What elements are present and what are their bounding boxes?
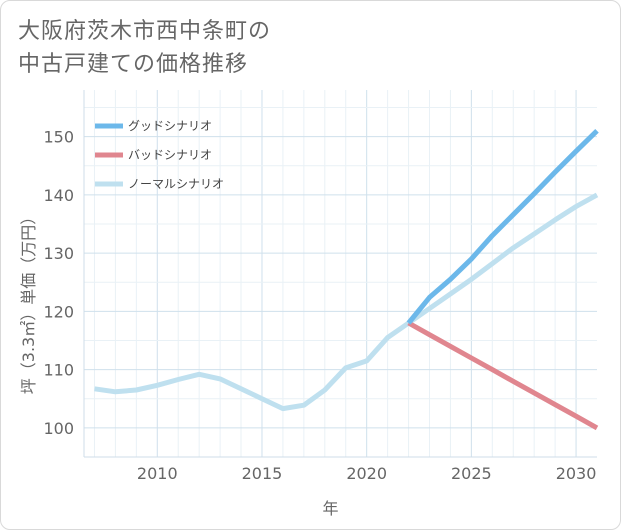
plot-frame (83, 90, 597, 458)
tick-layer: 2010 2015 2020 2025 2030 100 110 120 130 140 150 (43, 128, 596, 483)
x-tick-label: 2025 (451, 464, 492, 483)
x-tick-label: 2020 (346, 464, 387, 483)
y-tick-label: 130 (43, 244, 74, 263)
chart-title: 大阪府茨木市西中条町の 中古戸建ての価格推移 (18, 15, 271, 81)
y-axis-label: 坪（3.3㎡）単価（万円） (19, 209, 38, 394)
grid-layer (84, 90, 597, 457)
y-tick-label: 100 (43, 419, 74, 438)
x-tick-label: 2030 (556, 464, 597, 483)
chart-title-line-2: 中古戸建ての価格推移 (18, 52, 249, 77)
y-tick-label: 110 (43, 361, 74, 380)
y-tick-label: 120 (43, 302, 74, 321)
legend-label: バッドシナリオ (128, 148, 212, 162)
chart-title-line-1: 大阪府茨木市西中条町の (18, 19, 272, 44)
series-line-normal (94, 192, 599, 412)
x-tick-label: 2010 (137, 464, 178, 483)
legend-label: ノーマルシナリオ (128, 177, 224, 191)
x-tick-label: 2015 (242, 464, 283, 483)
series-layer (94, 129, 599, 431)
x-axis-label: 年 (322, 499, 338, 518)
legend-label: グッドシナリオ (128, 119, 212, 133)
y-tick-label: 140 (43, 186, 74, 205)
series-line-good (406, 129, 599, 325)
legend-item: バッドシナリオ (95, 148, 212, 162)
series-line-bad (407, 320, 599, 431)
legend-item: グッドシナリオ (95, 119, 212, 133)
legend-item: ノーマルシナリオ (95, 177, 224, 191)
y-tick-label: 150 (43, 128, 74, 147)
